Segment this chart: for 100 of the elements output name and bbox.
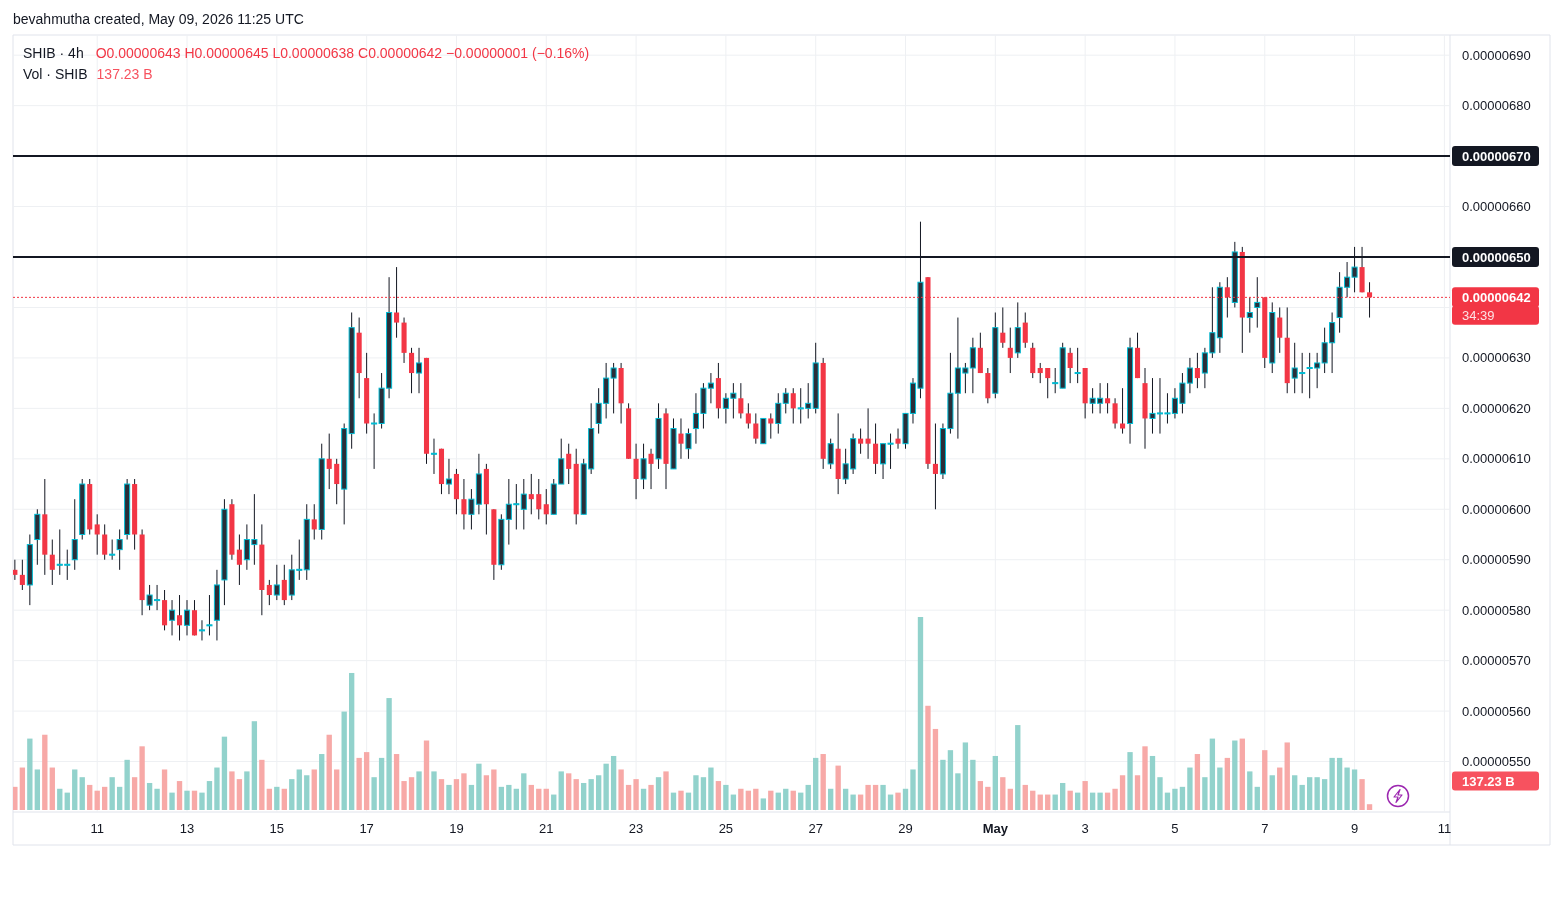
bar — [34, 769, 40, 810]
bar — [124, 759, 130, 810]
candlestick — [198, 619, 206, 641]
bar — [1321, 779, 1328, 810]
bar — [962, 742, 969, 810]
bar — [700, 777, 707, 810]
x-tick-label: 17 — [359, 821, 374, 836]
candlestick — [445, 458, 453, 495]
candlestick — [768, 412, 774, 440]
bar — [670, 792, 677, 810]
bar — [109, 777, 115, 810]
text: 34:39 — [1462, 307, 1495, 323]
bar — [1247, 771, 1253, 810]
bar — [820, 754, 826, 810]
bar — [573, 779, 579, 810]
bar — [1292, 775, 1298, 810]
y-tick-label: 0.00000590 — [1462, 552, 1531, 568]
candlestick — [1000, 306, 1006, 349]
bar — [131, 777, 138, 810]
bar — [154, 788, 160, 810]
candlestick — [873, 423, 879, 475]
bar — [1262, 750, 1268, 810]
bar — [633, 779, 639, 810]
bar — [1082, 781, 1088, 810]
candlestick — [109, 539, 116, 561]
bar — [992, 755, 998, 810]
bar — [760, 798, 766, 810]
bar — [64, 792, 70, 810]
bar — [146, 782, 153, 810]
bar — [917, 617, 924, 810]
bar — [1060, 782, 1066, 810]
text: bevahmutha created, May 09, 2026 11:25 UTC — [13, 11, 304, 27]
bar — [551, 794, 557, 810]
bar — [536, 788, 542, 810]
bar — [865, 784, 871, 810]
candlestick — [415, 347, 423, 394]
bar — [341, 711, 347, 810]
bar — [319, 754, 325, 810]
bar — [311, 769, 317, 810]
bar — [1277, 767, 1283, 810]
bar — [970, 759, 976, 810]
y-tick-label: 0.00000690 — [1462, 47, 1531, 63]
candlestick — [543, 488, 549, 525]
candlestick — [430, 438, 438, 475]
bar — [1307, 777, 1313, 810]
bar — [932, 728, 939, 810]
annotation: 137.23 B — [96, 66, 153, 82]
bar — [386, 698, 392, 810]
ref-line-label: 0.00000642 — [1462, 289, 1531, 305]
bar — [783, 788, 789, 810]
bar — [1112, 788, 1118, 810]
x-tick-label: 29 — [898, 821, 913, 836]
bar — [738, 788, 744, 810]
bar — [184, 790, 190, 810]
candlestick — [858, 428, 864, 455]
bar — [1015, 725, 1021, 810]
x-tick-label: 11 — [1437, 821, 1452, 836]
bar — [1239, 738, 1245, 810]
x-tick-label: 19 — [449, 821, 464, 836]
bar — [835, 765, 841, 810]
candlestick — [206, 594, 213, 636]
bar — [408, 777, 415, 810]
candlestick — [1067, 347, 1073, 384]
bar — [1209, 738, 1216, 810]
candlestick — [790, 387, 796, 424]
bar — [491, 769, 497, 810]
bar — [1269, 775, 1275, 810]
candlestick — [566, 443, 572, 485]
bar — [27, 738, 33, 810]
candlestick — [311, 503, 317, 541]
candlestick — [266, 579, 272, 606]
candlestick — [1007, 327, 1013, 374]
candlestick — [827, 438, 834, 470]
candlestick — [409, 347, 415, 394]
bar — [513, 788, 519, 810]
bar — [880, 784, 886, 810]
bar — [955, 773, 961, 810]
candlestick — [1045, 367, 1051, 399]
bar — [1254, 786, 1260, 810]
text: SHIB · 4h — [23, 45, 84, 61]
bar — [1224, 757, 1231, 810]
bar — [289, 779, 295, 810]
x-tick-label: 21 — [539, 821, 554, 836]
bar — [625, 784, 632, 810]
bar — [693, 775, 699, 810]
bar — [1097, 792, 1103, 810]
bar — [1164, 792, 1171, 810]
bar — [1030, 790, 1036, 810]
x-tick-label: 5 — [1171, 821, 1179, 836]
bar — [259, 759, 265, 810]
bar — [581, 782, 587, 810]
y-tick-label: 0.00000610 — [1462, 451, 1531, 467]
text: 137.23 B — [1462, 773, 1515, 789]
candlestick — [116, 528, 123, 571]
x-tick-label: 27 — [808, 821, 823, 836]
bar — [304, 775, 310, 810]
bar — [57, 788, 63, 810]
candlestick — [326, 433, 332, 490]
x-tick-label: 23 — [628, 821, 644, 836]
y-tick-label: 0.00000680 — [1462, 98, 1531, 114]
